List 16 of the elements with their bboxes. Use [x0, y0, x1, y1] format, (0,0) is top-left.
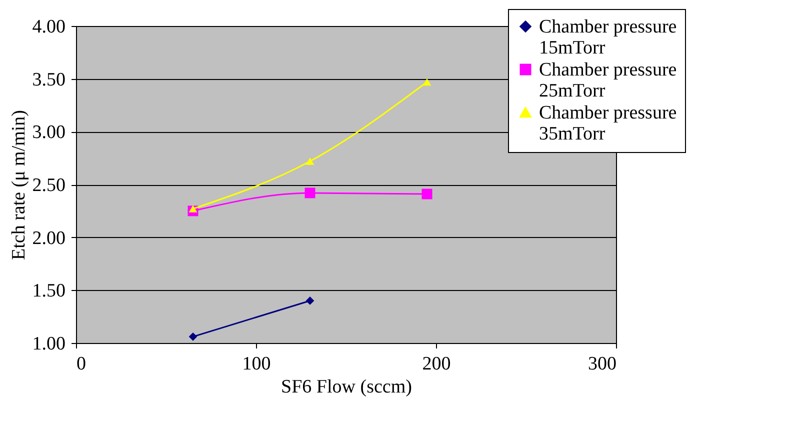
x-tick-label: 300	[588, 354, 616, 374]
x-tick-label: 200	[422, 354, 451, 374]
y-tick-label: 2.50	[32, 175, 66, 196]
y-tick-label: 3.50	[32, 69, 66, 90]
x-axis-title: SF6 Flow (sccm)	[281, 376, 412, 398]
x-tick-label: 100	[242, 354, 271, 374]
y-axis-title: Etch rate (μ m/min)	[8, 110, 30, 260]
legend-label: Chamber pressure 25mTorr	[539, 60, 677, 102]
y-tick-label: 1.00	[32, 334, 66, 354]
y-tick-label: 1.50	[32, 280, 66, 302]
y-tick-label: 2.00	[32, 228, 66, 249]
legend-label: Chamber pressure 15mTorr	[539, 16, 677, 58]
legend-label: Chamber pressure 35mTorr	[539, 102, 677, 144]
y-tick-label: 3.00	[32, 122, 66, 144]
y-tick-label: 4.00	[32, 16, 66, 38]
x-tick-label: 0	[76, 354, 86, 374]
